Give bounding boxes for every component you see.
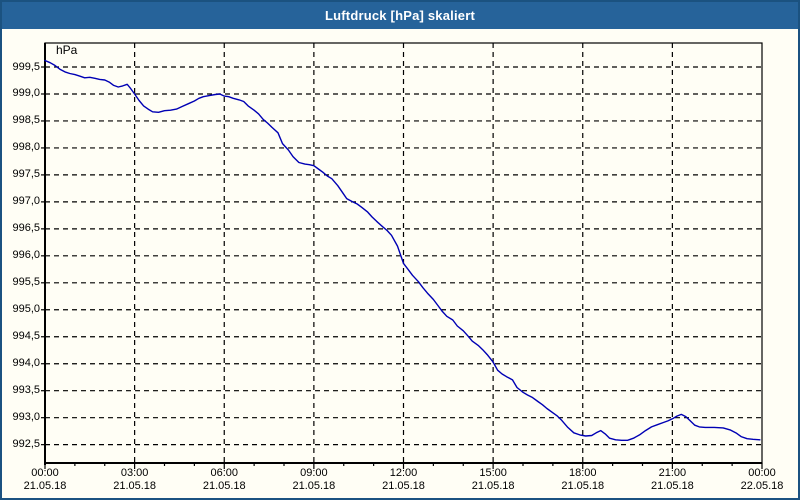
y-tick-label: 997,0 xyxy=(12,195,40,208)
y-axis-unit-label: hPa xyxy=(56,43,78,57)
y-tick-label: 994,0 xyxy=(12,357,40,370)
x-tick-time: 12:00 xyxy=(389,467,418,479)
y-tick-label: 995,0 xyxy=(12,303,40,316)
y-tick-label: 993,5 xyxy=(12,384,40,397)
y-tick-label: 999,5 xyxy=(12,60,40,73)
x-tick-label: 03:00 21.05.18 xyxy=(99,467,171,493)
y-tick-label: 998,5 xyxy=(12,114,40,127)
x-tick-time: 09:00 xyxy=(300,467,328,479)
x-tick-label: 09:00 21.05.18 xyxy=(278,467,350,493)
x-tick-date: 21.05.18 xyxy=(292,480,336,492)
x-tick-time: 00:00 xyxy=(31,467,59,479)
x-tick-label: 12:00 21.05.18 xyxy=(368,467,440,493)
x-tick-date: 22.05.18 xyxy=(740,480,784,492)
y-tick-label: 993,0 xyxy=(12,411,40,424)
x-tick-date: 21.05.18 xyxy=(382,480,425,492)
y-tick-label: 999,0 xyxy=(12,87,40,100)
y-tick-label: 997,5 xyxy=(12,168,40,181)
x-tick-label: 06:00 21.05.18 xyxy=(188,467,260,493)
y-tick-label: 996,0 xyxy=(12,249,40,262)
y-tick-label: 995,5 xyxy=(12,276,40,289)
x-tick-date: 21.05.18 xyxy=(202,480,246,492)
y-tick-label: 996,5 xyxy=(12,222,40,235)
x-tick-time: 15:00 xyxy=(479,467,507,479)
x-tick-label: 21:00 21.05.18 xyxy=(636,467,708,493)
x-tick-time: 00:00 xyxy=(748,467,776,479)
x-tick-time: 06:00 xyxy=(210,467,239,479)
x-tick-date: 21.05.18 xyxy=(650,480,694,492)
x-tick-time: 03:00 xyxy=(120,467,149,479)
x-tick-date: 21.05.18 xyxy=(23,480,67,492)
y-tick-label: 998,0 xyxy=(12,141,40,154)
x-tick-date: 21.05.18 xyxy=(561,480,605,492)
x-tick-time: 18:00 xyxy=(568,467,597,479)
x-tick-label: 18:00 21.05.18 xyxy=(547,467,619,493)
x-tick-label: 00:00 21.05.18 xyxy=(9,467,81,493)
x-tick-label: 15:00 21.05.18 xyxy=(457,467,529,493)
x-tick-time: 21:00 xyxy=(658,467,687,479)
x-tick-date: 21.05.18 xyxy=(471,480,515,492)
y-tick-label: 992,5 xyxy=(12,438,40,451)
pressure-series-line xyxy=(44,59,761,441)
x-tick-label: 00:00 22.05.18 xyxy=(726,467,798,493)
x-tick-date: 21.05.18 xyxy=(113,480,157,492)
y-tick-label: 994,5 xyxy=(12,330,40,343)
window-title: Luftdruck [hPa] skaliert xyxy=(2,2,798,29)
